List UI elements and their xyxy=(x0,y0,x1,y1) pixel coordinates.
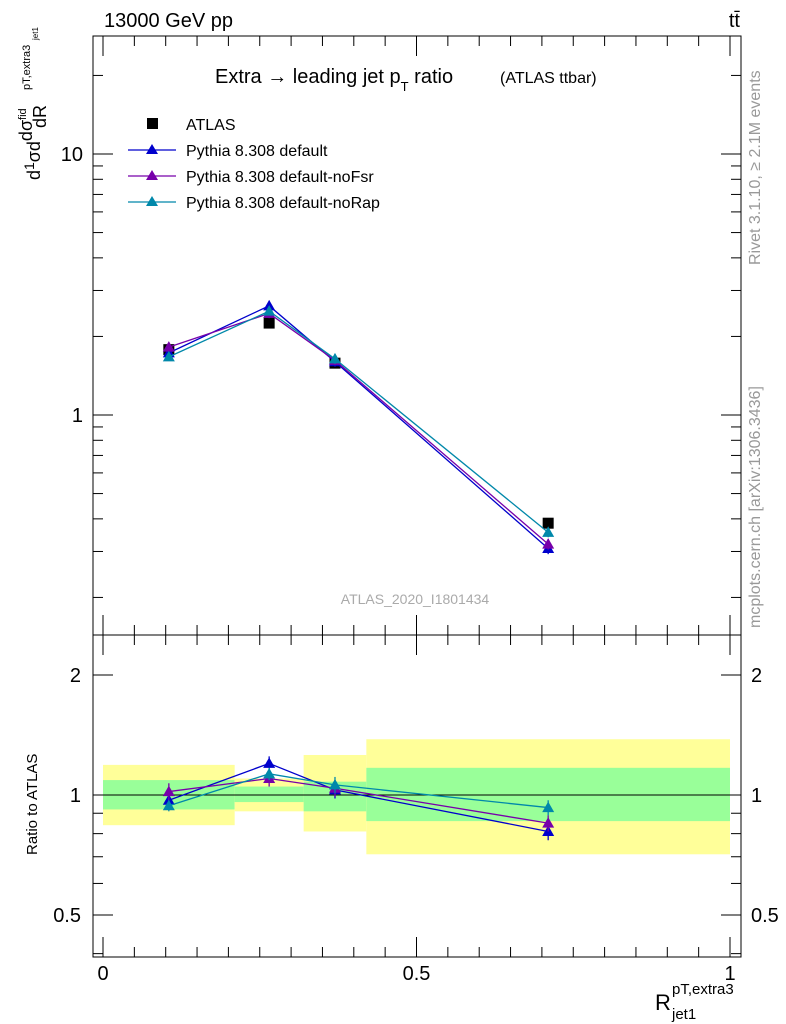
ratio-data-layer xyxy=(162,756,555,841)
ratio-axis-ticks: 0.5 0.5 1 1 2 2 0 0.5 1 xyxy=(53,635,779,985)
main-y-axis-label: d1σddσfid dR pT,extra3 jet1 xyxy=(16,27,50,180)
ratio-marker-1 xyxy=(542,817,555,828)
ratio-marker-2 xyxy=(328,778,341,790)
legend-label-nofsr: Pythia 8.308 default-noFsr xyxy=(186,169,374,186)
series-marker-3 xyxy=(263,305,276,316)
data-marker-atlas xyxy=(542,517,554,529)
series-line-3 xyxy=(168,310,549,533)
x-tick-label: 1 xyxy=(724,963,735,985)
main-y-tick-label: 10 xyxy=(61,144,83,166)
ratio-y-tick-label-right: 1 xyxy=(751,785,762,807)
legend-marker-atlas xyxy=(147,118,158,129)
ratio-line-1 xyxy=(168,777,549,824)
legend-label-default: Pythia 8.308 default xyxy=(186,143,328,160)
plot-title-sub: T xyxy=(401,79,409,94)
ratio-marker-2 xyxy=(162,799,175,811)
x-tick-label: 0 xyxy=(97,963,108,985)
ratio-marker-1 xyxy=(162,785,175,797)
process-label: tt̄ xyxy=(729,10,741,32)
svg-text:pT,extra3: pT,extra3 xyxy=(21,45,33,90)
svg-text:jet1: jet1 xyxy=(31,27,40,41)
x-axis-label-sub: jet1 xyxy=(671,1006,696,1023)
x-tick-label: 0.5 xyxy=(403,963,431,985)
legend-marker-norap xyxy=(146,196,158,206)
svg-text:dR: dR xyxy=(30,105,50,128)
series-marker-2 xyxy=(542,538,555,549)
legend-label-norap: Pythia 8.308 default-noRap xyxy=(186,195,380,212)
plot-title-main: Extra → leading jet p xyxy=(215,66,401,88)
legend: ATLAS Pythia 8.308 default Pythia 8.308 … xyxy=(128,117,380,212)
legend-label-atlas: ATLAS xyxy=(186,117,236,134)
series-marker-3 xyxy=(328,352,341,364)
ratio-y-axis-label: Ratio to ATLAS xyxy=(24,754,41,855)
series-marker-1 xyxy=(263,299,276,311)
energy-label: 13000 GeV pp xyxy=(104,10,233,32)
series-marker-2 xyxy=(162,341,175,352)
ratio-line-2 xyxy=(168,773,549,809)
ratio-marker-2 xyxy=(263,767,276,779)
ratio-y-tick-label-right: 2 xyxy=(751,665,762,687)
plot-title: Extra → leading jet pT ratio xyxy=(215,66,453,94)
plot-title-tail: ratio xyxy=(409,66,453,88)
main-y-tick-label: 1 xyxy=(72,405,83,427)
svg-text:d1σddσfid: d1σddσfid xyxy=(16,108,44,180)
ratio-y-tick-label: 2 xyxy=(70,665,81,687)
stat-band-1 xyxy=(234,786,304,803)
ratio-line-0 xyxy=(168,762,549,833)
data-marker-atlas xyxy=(263,317,275,329)
main-data-layer xyxy=(162,299,555,555)
series-line-2 xyxy=(168,312,549,545)
mcplots-label: mcplots.cern.ch [arXiv:1306.3436] xyxy=(747,386,764,628)
plot-title-small: (ATLAS ttbar) xyxy=(500,70,597,87)
x-axis-label: R pT,extra3 jet1 xyxy=(655,981,734,1023)
legend-marker-nofsr xyxy=(146,170,158,180)
ratio-marker-2 xyxy=(542,801,555,813)
series-marker-3 xyxy=(542,526,555,537)
rivet-label: Rivet 3.1.10, ≥ 2.1M events xyxy=(747,70,764,265)
legend-marker-default xyxy=(146,144,158,154)
x-axis-label-sup: pT,extra3 xyxy=(672,981,734,998)
series-marker-3 xyxy=(162,350,175,362)
x-axis-label-main: R xyxy=(655,990,671,1015)
analysis-id: ATLAS_2020_I1801434 xyxy=(341,591,490,607)
ratio-y-tick-label: 1 xyxy=(70,785,81,807)
ratio-y-tick-label-right: 0.5 xyxy=(751,905,779,927)
main-axis-ticks: 1 10 xyxy=(61,36,741,635)
ratio-y-tick-label: 0.5 xyxy=(53,905,81,927)
series-line-1 xyxy=(168,305,549,549)
ratio-marker-0 xyxy=(263,757,276,768)
